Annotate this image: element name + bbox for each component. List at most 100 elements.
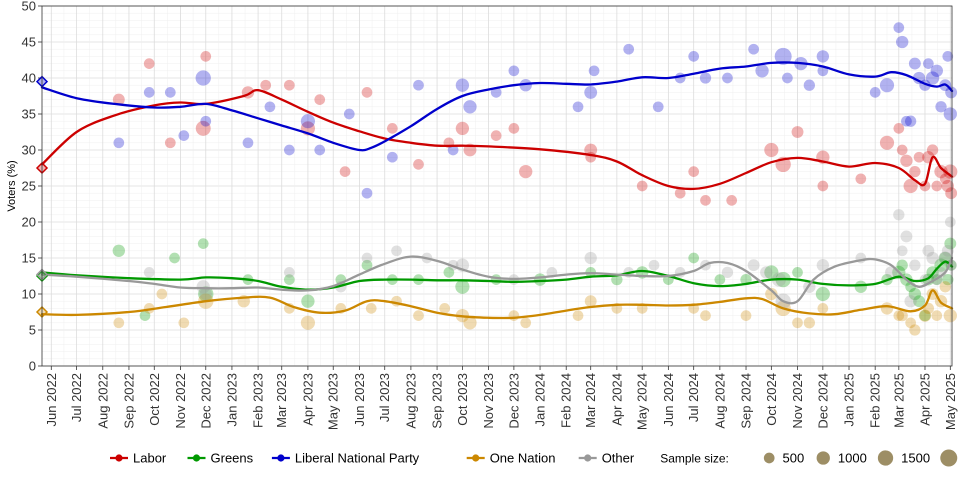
x-tick-label: Mar 2025 (891, 373, 906, 428)
poll-point-one-nation (909, 324, 921, 336)
x-tick-label: Feb 2025 (868, 373, 883, 428)
poll-point-liberal-national-party (803, 79, 815, 91)
poll-point-other (922, 244, 935, 257)
x-tick-label: Sep 2024 (739, 373, 754, 429)
legend-sample-size-title: Sample size: (660, 452, 729, 466)
poll-point-one-nation (584, 295, 597, 308)
poll-point-liberal-national-party (782, 72, 793, 84)
poll-point-labor (584, 143, 598, 157)
trend-line-one-nation (40, 289, 954, 320)
poll-point-labor (143, 58, 155, 69)
poll-point-other (938, 251, 952, 265)
x-tick-label: Aug 2023 (403, 373, 418, 429)
poll-point-labor (361, 87, 373, 98)
poll-point-other (893, 209, 905, 221)
poll-point-greens (490, 274, 502, 285)
x-tick-label: Jan 2024 (533, 373, 548, 427)
poll-point-other (199, 287, 212, 301)
poll-point-greens (139, 310, 151, 321)
poll-point-liberal-national-party (722, 72, 733, 84)
poll-point-greens (944, 237, 957, 250)
poll-point-liberal-national-party (869, 87, 881, 98)
poll-point-liberal-national-party (943, 107, 957, 121)
legend-label: Greens (211, 451, 254, 466)
x-tick-label: Jan 2025 (842, 373, 857, 427)
x-tick-label: Jun 2022 (44, 373, 59, 427)
poll-point-liberal-national-party (490, 87, 502, 98)
poll-point-liberal-national-party (143, 87, 155, 98)
x-tick-label: Mar 2024 (583, 373, 598, 428)
poll-point-liberal-national-party (455, 78, 470, 92)
poll-point-labor (941, 179, 954, 193)
poll-point-one-nation (765, 287, 778, 301)
x-tick-label: Apr 2023 (300, 373, 315, 426)
poll-point-liberal-national-party (774, 47, 792, 65)
y-tick-label: 45 (22, 35, 36, 50)
x-tick-label: Oct 2024 (764, 373, 779, 426)
legend-sample-size-label: 500 (783, 451, 805, 466)
poll-point-labor (879, 135, 895, 150)
x-tick-label: Jul 2022 (69, 373, 84, 422)
poll-point-liberal-national-party (896, 35, 909, 49)
poll-point-labor (931, 180, 943, 192)
poll-point-liberal-national-party (879, 78, 895, 93)
poll-point-liberal-national-party (300, 114, 315, 129)
poll-point-labor (636, 180, 648, 192)
poll-point-greens (283, 274, 295, 285)
legend-marker (192, 454, 201, 462)
poll-point-other (196, 280, 210, 294)
poll-point-labor (314, 94, 326, 105)
poll-point-other (584, 251, 597, 265)
poll-point-labor (164, 137, 176, 149)
poll-point-liberal-national-party (816, 50, 830, 63)
x-tick-label: Sep 2023 (430, 373, 445, 429)
poll-point-liberal-national-party (688, 51, 700, 62)
y-tick-label: 0 (29, 359, 36, 374)
poll-point-liberal-national-party (413, 79, 424, 91)
x-tick-label: Jul 2023 (377, 373, 392, 422)
x-tick-label: Dec 2023 (506, 373, 521, 429)
trend-line-labor (40, 89, 954, 191)
legend: Labor Greens Liberal National Party One Nat… (110, 449, 958, 467)
plot-border (41, 5, 953, 367)
poll-point-labor (112, 93, 125, 106)
poll-point-labor (200, 51, 212, 62)
poll-point-labor (490, 130, 502, 141)
legend-label: Labor (133, 451, 167, 466)
poll-point-one-nation (700, 310, 711, 321)
poll-point-liberal-national-party (242, 137, 254, 149)
legend-sample-size-circle (763, 452, 775, 464)
poll-point-other (143, 267, 155, 278)
poll-point-greens (301, 294, 315, 308)
poll-point-one-nation (413, 310, 424, 321)
poll-point-liberal-national-party (930, 64, 943, 77)
legend-marker (472, 454, 480, 462)
poll-point-labor (855, 173, 867, 185)
poll-point-labor (413, 159, 424, 170)
poll-point-one-nation (156, 288, 168, 300)
legend-sample-size-circle (877, 450, 894, 466)
poll-point-liberal-national-party (588, 65, 600, 77)
y-tick-label: 30 (22, 143, 36, 158)
poll-point-greens (455, 279, 470, 294)
x-tick-label: Jan 2023 (224, 373, 239, 427)
poll-point-other (760, 266, 773, 279)
y-tick-label: 35 (22, 107, 36, 122)
poll-point-greens (942, 273, 954, 286)
x-tick-label: May 2023 (326, 373, 341, 430)
poll-point-labor (909, 165, 921, 178)
x-tick-label: Nov 2022 (173, 373, 188, 429)
poll-point-one-nation (439, 303, 451, 314)
poll-point-greens (939, 251, 952, 265)
poll-point-labor (893, 123, 905, 134)
poll-point-other (747, 259, 760, 272)
poll-point-one-nation (803, 317, 815, 329)
poll-point-other (900, 230, 913, 243)
poll-point-greens (714, 274, 726, 285)
poll-point-other (361, 252, 373, 264)
legend-sample-size-label: 1500 (901, 451, 930, 466)
poll-point-greens (854, 280, 868, 293)
poll-point-other (904, 295, 917, 308)
poll-point-greens (197, 238, 209, 249)
